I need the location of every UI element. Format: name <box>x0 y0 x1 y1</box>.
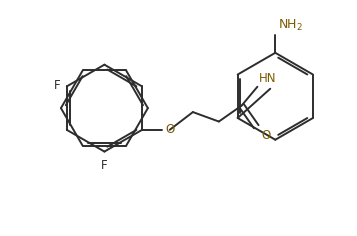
Text: F: F <box>54 79 61 92</box>
Text: O: O <box>166 123 175 136</box>
Text: HN: HN <box>258 72 276 85</box>
Text: NH$_2$: NH$_2$ <box>278 18 303 33</box>
Text: F: F <box>101 160 108 173</box>
Text: O: O <box>261 129 271 142</box>
